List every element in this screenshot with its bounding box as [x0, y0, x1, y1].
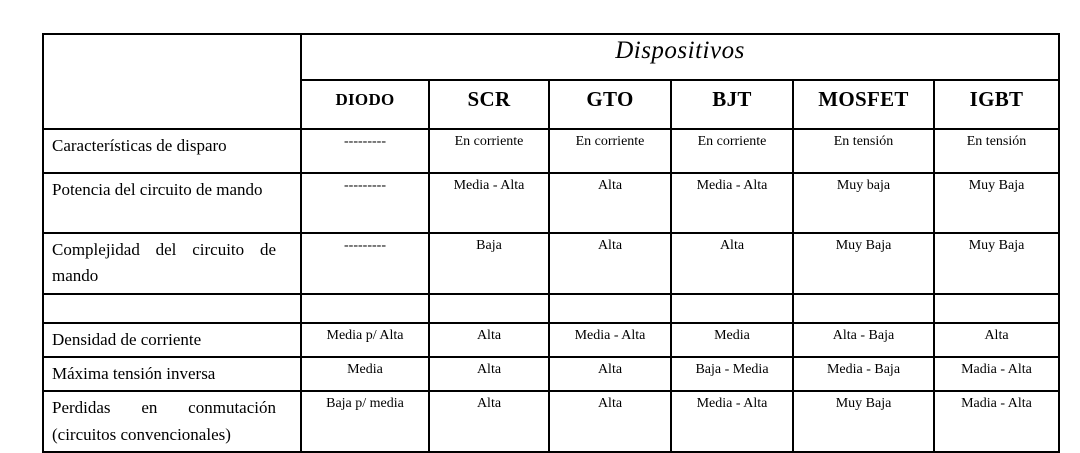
table-row-maxima-tension-inversa: Máxima tensión inversa Media Alta Alta B… — [42, 356, 1060, 393]
table-cell: --------- — [300, 128, 430, 174]
table-cell: Alta - Baja — [792, 321, 935, 359]
column-header-gto: GTO — [548, 79, 672, 130]
table-cell: --------- — [300, 232, 430, 295]
column-header-mosfet: MOSFET — [792, 79, 935, 130]
table-cell: En tensión — [792, 128, 935, 174]
table-cell: Muy baja — [792, 172, 935, 234]
table-cell: En corriente — [428, 128, 550, 174]
table-cell: Alta — [548, 356, 672, 393]
row-label: Potencia del circuito de mando — [42, 172, 302, 234]
table-cell: Alta — [428, 390, 550, 453]
table-cell — [670, 292, 794, 324]
table-row-complejidad-circuito-mando: Complejidad del circuito de mando ------… — [42, 232, 1060, 295]
table-row-empty — [42, 292, 1060, 324]
table-row-potencia-circuito-mando: Potencia del circuito de mando ---------… — [42, 172, 1060, 234]
table-row-densidad-corriente: Densidad de corriente Media p/ Alta Alta… — [42, 321, 1060, 359]
table-cell: Baja p/ media — [300, 390, 430, 453]
column-header-bjt: BJT — [670, 79, 794, 130]
table-cell: Media - Alta — [670, 172, 794, 234]
table-cell: Media - Alta — [670, 390, 794, 453]
dispositivos-table: Dispositivos DIODO SCR GTO BJT MOSFET IG… — [42, 33, 1060, 453]
table-cell: Baja - Media — [670, 356, 794, 393]
table-cell: Alta — [548, 390, 672, 453]
table-cell — [300, 292, 430, 324]
table-row-perdidas-conmutacion: Perdidas en conmutación (circuitos conve… — [42, 390, 1060, 453]
table-cell: Muy Baja — [933, 172, 1060, 234]
table-cell: Madia - Alta — [933, 356, 1060, 393]
table-cell: Alta — [548, 172, 672, 234]
table-cell: Media - Alta — [428, 172, 550, 234]
row-label: Características de disparo — [42, 128, 302, 174]
table-cell: Alta — [548, 232, 672, 295]
table-cell: Media — [670, 321, 794, 359]
table-cell: Alta — [428, 356, 550, 393]
table-cell: Media p/ Alta — [300, 321, 430, 359]
table-cell: Muy Baja — [792, 390, 935, 453]
table-cell: Media - Baja — [792, 356, 935, 393]
table-cell — [548, 292, 672, 324]
table-cell: Alta — [933, 321, 1060, 359]
table-cell: Muy Baja — [792, 232, 935, 295]
row-label: Complejidad del circuito de mando — [42, 232, 302, 295]
table-cell: Media - Alta — [548, 321, 672, 359]
table-cell: Media — [300, 356, 430, 393]
row-label: Densidad de corriente — [42, 321, 302, 359]
table-cell — [792, 292, 935, 324]
table-cell: En corriente — [670, 128, 794, 174]
table-cell: Baja — [428, 232, 550, 295]
table-cell: En tensión — [933, 128, 1060, 174]
row-label — [42, 292, 302, 324]
table-cell: Alta — [670, 232, 794, 295]
table-cell: --------- — [300, 172, 430, 234]
table-row-caracteristicas-disparo: Características de disparo --------- En … — [42, 128, 1060, 174]
row-label: Perdidas en conmutación (circuitos conve… — [42, 390, 302, 453]
table-cell — [428, 292, 550, 324]
column-header-diodo: DIODO — [300, 79, 430, 130]
table-cell: En corriente — [548, 128, 672, 174]
table-cell — [933, 292, 1060, 324]
table-title-row: Dispositivos — [42, 33, 1060, 130]
table-cell: Alta — [428, 321, 550, 359]
column-header-igbt: IGBT — [933, 79, 1060, 130]
table-header-row: DIODO SCR GTO BJT MOSFET IGBT — [43, 79, 1060, 130]
table-title: Dispositivos — [300, 33, 1060, 81]
table-cell: Madia - Alta — [933, 390, 1060, 453]
row-label: Máxima tensión inversa — [42, 356, 302, 393]
table-corner-spacer — [42, 33, 302, 130]
column-header-scr: SCR — [428, 79, 550, 130]
table-cell: Muy Baja — [933, 232, 1060, 295]
